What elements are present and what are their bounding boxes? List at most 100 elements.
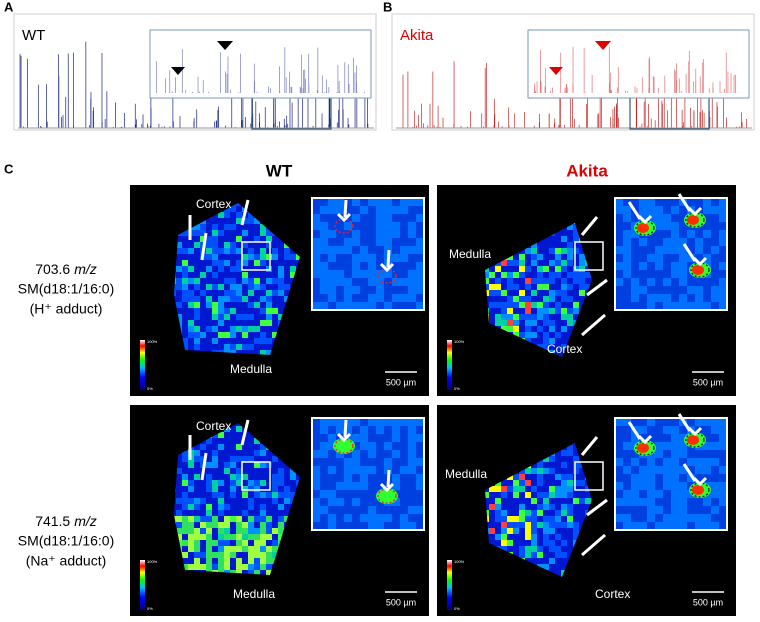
pixel (218, 492, 224, 498)
pixel (408, 418, 416, 426)
pixel (296, 260, 300, 266)
pixel (501, 302, 507, 308)
pixel (392, 302, 400, 310)
pixel (206, 332, 212, 338)
pixel (328, 474, 336, 482)
pixel (212, 308, 218, 314)
pixel (212, 438, 218, 444)
pixel (224, 456, 230, 462)
pixel (400, 522, 408, 530)
pixel (248, 260, 254, 266)
pixel (254, 510, 260, 516)
pixel (561, 236, 567, 242)
pixel (647, 246, 655, 254)
pixel (200, 236, 206, 242)
pixel (248, 302, 254, 308)
pixel (703, 278, 711, 286)
pixel (671, 294, 679, 302)
pixel (671, 498, 679, 506)
pixel (615, 238, 623, 246)
pixel (519, 320, 525, 326)
pixel (671, 442, 679, 450)
pixel (531, 326, 537, 332)
arrow-head (687, 426, 703, 437)
pixel (549, 344, 555, 350)
pixel (376, 254, 384, 262)
pixel (218, 558, 224, 564)
pixel (485, 504, 489, 510)
pixel (400, 450, 408, 458)
pixel (368, 482, 376, 490)
pixel (567, 290, 573, 296)
pixel (182, 308, 188, 314)
pixel (278, 296, 284, 302)
pixel (194, 540, 200, 546)
pixel (174, 290, 176, 296)
pixel (360, 294, 368, 302)
pixel (513, 534, 519, 540)
pixel (266, 546, 272, 552)
pixel (194, 516, 200, 522)
pixel (212, 242, 218, 248)
pixel (188, 272, 194, 278)
pixel (507, 314, 513, 320)
pixel (549, 236, 555, 242)
pixel (206, 314, 212, 320)
pixel (206, 462, 212, 468)
pixel (561, 492, 567, 498)
pixel (242, 230, 248, 236)
pixel (242, 254, 248, 260)
pixel (194, 522, 200, 528)
pixel (188, 344, 194, 350)
pixel (489, 504, 495, 510)
pixel (336, 466, 344, 474)
pixel (176, 492, 182, 498)
pixel (549, 492, 555, 498)
pixel (260, 242, 266, 248)
pixel (623, 466, 631, 474)
pixel (671, 514, 679, 522)
pixel (543, 314, 549, 320)
pixel (561, 456, 567, 462)
arrow-head (637, 434, 653, 445)
pixel (719, 514, 727, 522)
pixel (260, 570, 266, 575)
pixel (655, 434, 663, 442)
pixel (230, 534, 236, 540)
pixel (260, 534, 266, 540)
pixel (663, 522, 671, 530)
pixel (242, 540, 248, 546)
pixel (655, 254, 663, 262)
pixel (174, 498, 176, 504)
pixel (555, 498, 561, 504)
pixel (376, 514, 384, 522)
pixel (336, 278, 344, 286)
pixel (543, 546, 549, 552)
pixel (579, 260, 585, 266)
pixel (248, 522, 254, 528)
arrow (586, 498, 608, 517)
pixel (182, 278, 188, 284)
pixel (212, 284, 218, 290)
pixel (555, 278, 561, 284)
pixel (549, 326, 555, 332)
pixel (687, 458, 695, 466)
pixel (615, 222, 623, 230)
pixel (513, 480, 519, 486)
pixel (495, 320, 501, 326)
pixel (376, 206, 384, 214)
pixel (230, 302, 236, 308)
pixel (368, 442, 376, 450)
pixel (176, 522, 182, 528)
pixel (266, 510, 272, 516)
pixel (218, 450, 224, 456)
pixel (531, 492, 537, 498)
pixel (711, 506, 719, 514)
arrow-head (336, 212, 352, 223)
pixel (218, 236, 224, 242)
pixel (555, 344, 561, 350)
pixel (328, 214, 336, 222)
pixel (230, 248, 236, 254)
pixel (525, 516, 531, 522)
pixel (182, 456, 188, 462)
